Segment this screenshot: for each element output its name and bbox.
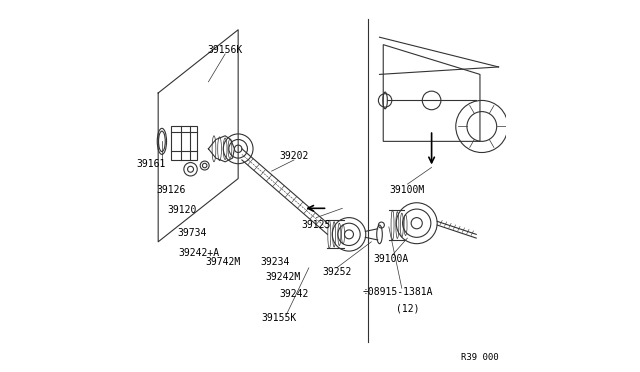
Text: 39242M: 39242M: [265, 272, 300, 282]
Text: (12): (12): [396, 304, 419, 314]
Text: 39156K: 39156K: [207, 45, 243, 55]
Text: ÷08915-1381A: ÷08915-1381A: [363, 287, 433, 297]
Text: 39202: 39202: [279, 151, 308, 161]
Text: 39155K: 39155K: [262, 313, 297, 323]
Text: 39734: 39734: [177, 228, 206, 237]
Text: 39100M: 39100M: [390, 185, 425, 195]
Polygon shape: [383, 45, 480, 141]
Text: 39742M: 39742M: [205, 257, 241, 267]
Text: 39161: 39161: [136, 159, 165, 169]
FancyBboxPatch shape: [172, 126, 197, 160]
Text: 39252: 39252: [322, 267, 351, 276]
Text: 39242+A: 39242+A: [179, 248, 220, 258]
Text: R39 000: R39 000: [461, 353, 499, 362]
Text: 39234: 39234: [260, 257, 290, 267]
Text: 39242: 39242: [279, 289, 308, 299]
Text: 39100A: 39100A: [373, 254, 408, 263]
Text: 39120: 39120: [168, 205, 197, 215]
Text: 39125: 39125: [301, 220, 331, 230]
Text: 39126: 39126: [157, 185, 186, 195]
